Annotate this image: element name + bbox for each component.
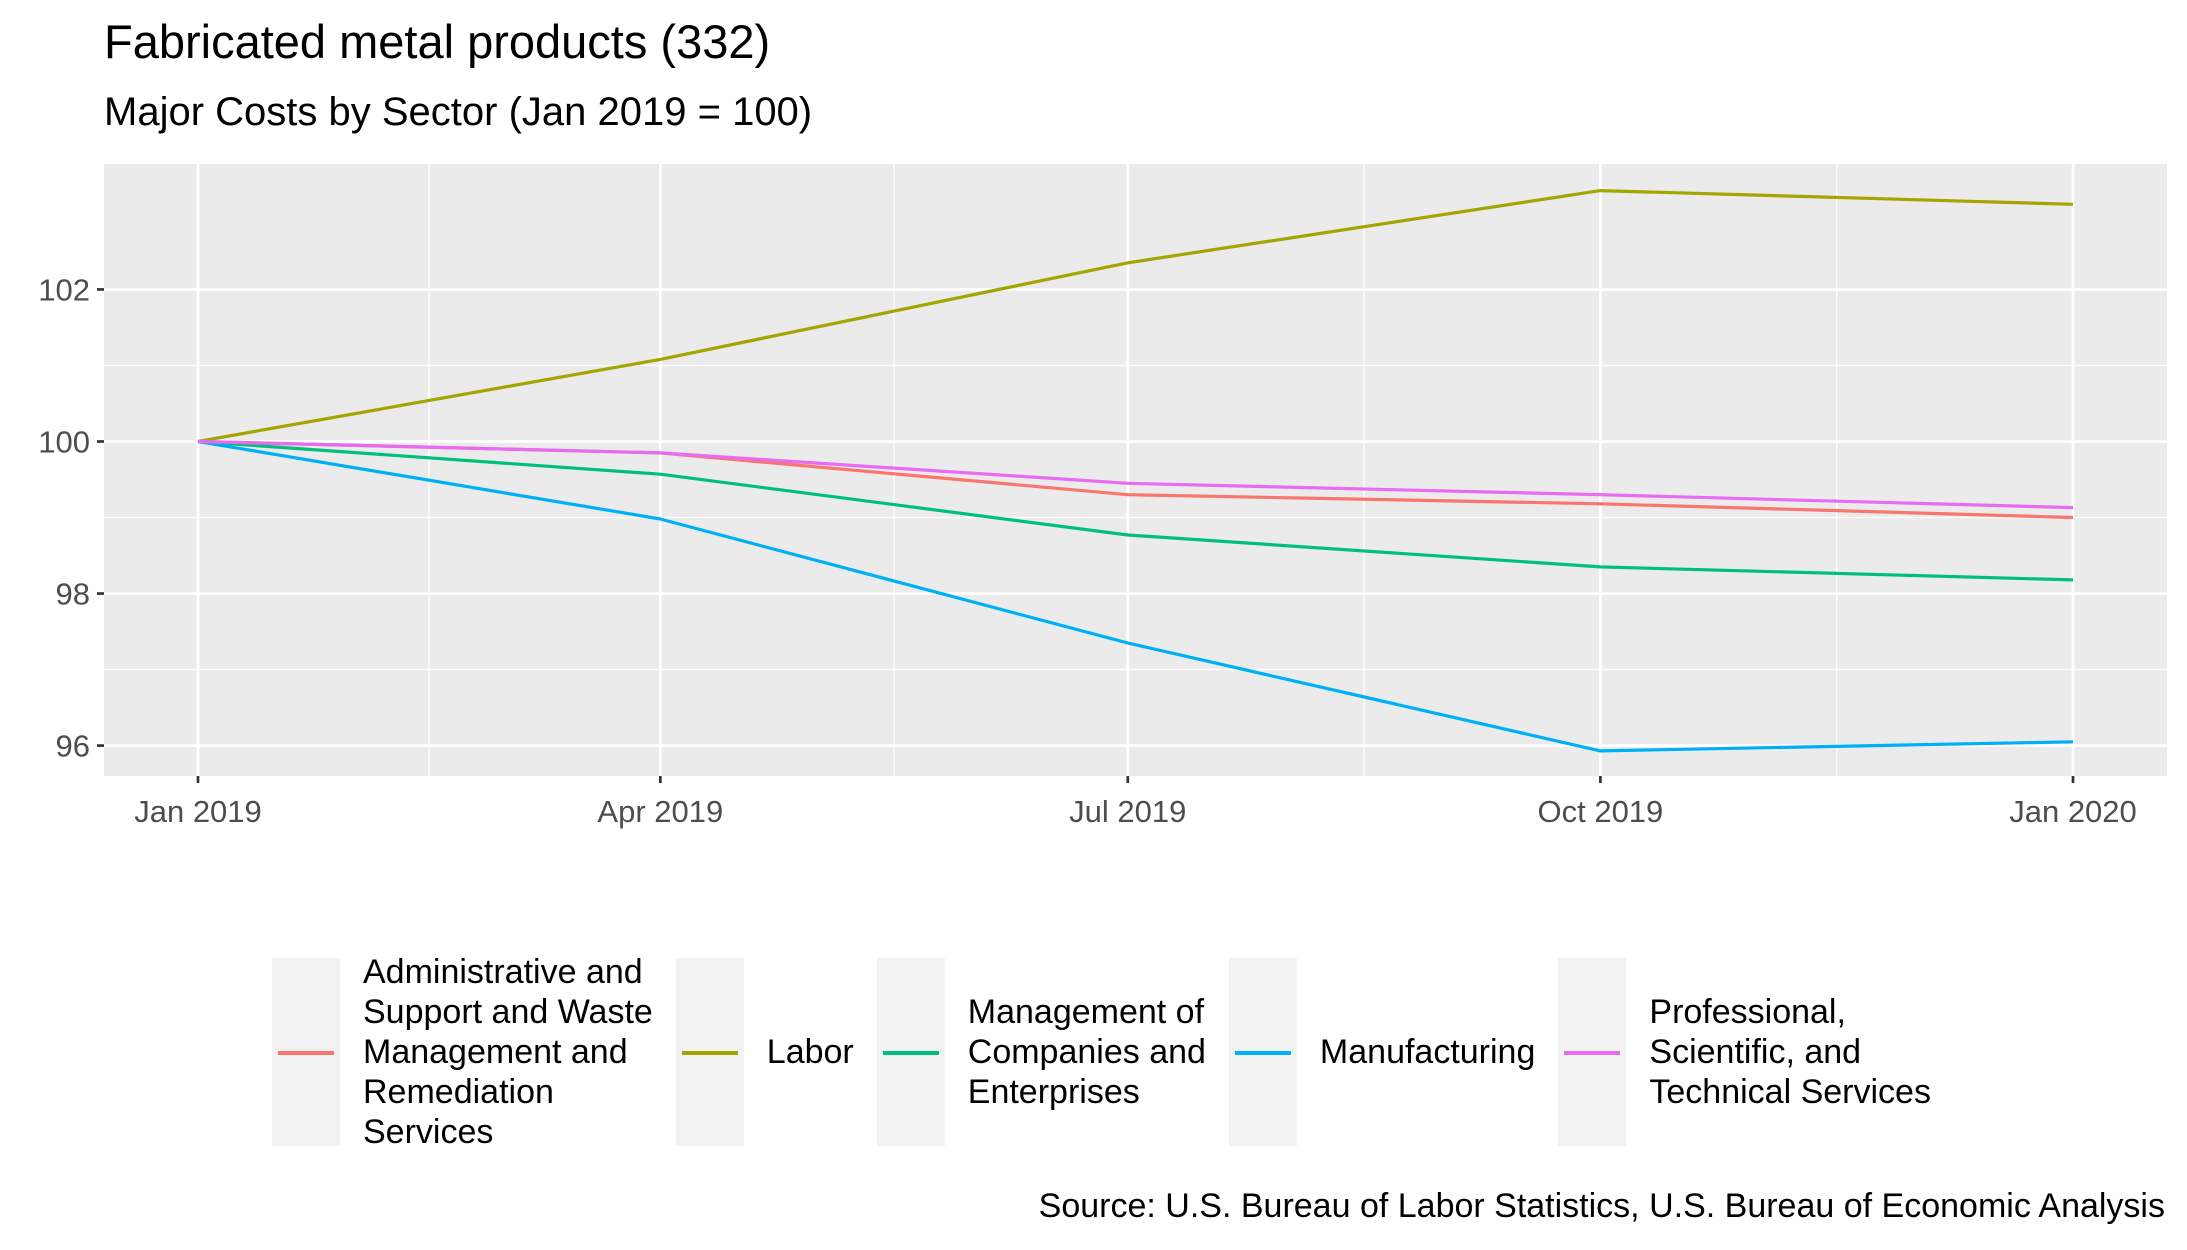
- legend-swatch: [1564, 1051, 1621, 1055]
- legend-key: [675, 958, 744, 1146]
- x-tick-label: Apr 2019: [597, 794, 723, 829]
- series-line-4: [197, 439, 2074, 753]
- series-line-5: [197, 439, 2074, 510]
- legend-label: Administrative and Support and Waste Man…: [363, 953, 653, 1151]
- legend-swatch: [1234, 1051, 1291, 1055]
- legend-item: Management of Companies and Enterprises: [876, 958, 1229, 1146]
- legend-label: Labor: [766, 1033, 854, 1071]
- series-line-3: [197, 439, 2074, 582]
- legend-key: [272, 958, 340, 1146]
- line-chart: 96 98 100 102 Jan 2019 Apr 2019 Jul 2019 Oct 2…: [38, 164, 2167, 829]
- minor-gridlines: [104, 164, 2167, 776]
- x-tick-label: Jan 2019: [134, 794, 262, 829]
- y-axis: 96 98 100 102: [38, 272, 104, 764]
- chart-title: Fabricated metal products (332): [104, 15, 771, 68]
- y-tick-label: 96: [56, 729, 90, 764]
- legend-item: Manufacturing: [1228, 958, 1558, 1146]
- legend-label: Manufacturing: [1319, 1033, 1536, 1071]
- y-tick-label: 102: [38, 272, 90, 307]
- legend-label: Management of Companies and Enterprises: [967, 993, 1206, 1111]
- legend: Administrative and Support and Waste Man…: [272, 953, 1954, 1151]
- chart-subtitle: Major Costs by Sector (Jan 2019 = 100): [104, 90, 813, 134]
- legend-label: Professional, Scientific, and Technical …: [1649, 993, 1931, 1111]
- y-tick-label: 98: [56, 577, 90, 612]
- x-tick-label: Jan 2020: [2009, 794, 2137, 829]
- legend-swatch: [278, 1051, 334, 1055]
- series-lines: [197, 189, 2074, 753]
- legend-item: Administrative and Support and Waste Man…: [272, 953, 676, 1151]
- x-tick-label: Jul 2019: [1069, 794, 1186, 829]
- plot-panel: [104, 164, 2167, 776]
- source-caption: Source: U.S. Bureau of Labor Statistics,…: [1038, 1187, 2165, 1225]
- legend-swatch: [681, 1051, 738, 1055]
- legend-swatch: [882, 1051, 939, 1055]
- legend-key: [1558, 958, 1627, 1146]
- series-line-2: [197, 189, 2074, 444]
- legend-item: Labor: [675, 958, 877, 1146]
- legend-item: Professional, Scientific, and Technical …: [1558, 958, 1954, 1146]
- legend-key: [876, 958, 945, 1146]
- x-tick-label: Oct 2019: [1537, 794, 1663, 829]
- y-tick-label: 100: [38, 424, 90, 459]
- x-axis: Jan 2019 Apr 2019 Jul 2019 Oct 2019 Jan 2020: [134, 776, 2137, 829]
- legend-key: [1228, 958, 1297, 1146]
